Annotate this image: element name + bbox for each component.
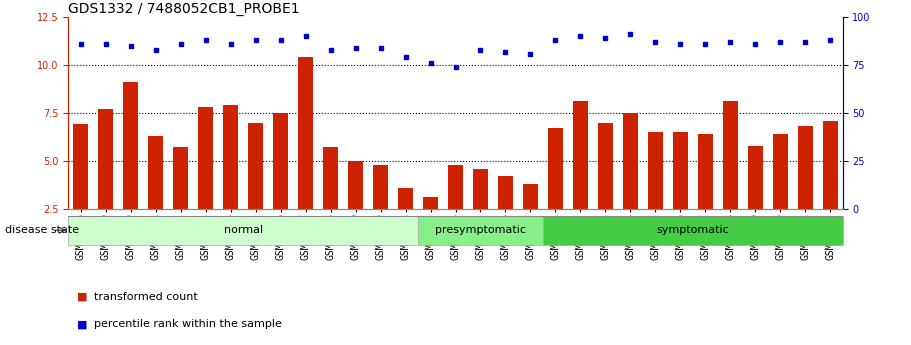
Bar	[298, 58, 313, 209]
Bar	[543, 216, 843, 245]
Bar	[73, 125, 88, 209]
Bar	[248, 122, 263, 209]
Bar	[523, 184, 537, 209]
Bar	[423, 197, 438, 209]
Bar	[698, 134, 712, 209]
Bar	[673, 132, 688, 209]
Bar	[623, 113, 638, 209]
Text: disease state: disease state	[5, 225, 78, 235]
Bar	[823, 121, 838, 209]
Bar	[598, 122, 613, 209]
Bar	[448, 165, 463, 209]
Bar	[398, 188, 413, 209]
Text: presymptomatic: presymptomatic	[435, 225, 526, 235]
Bar	[68, 216, 418, 245]
Bar	[348, 161, 363, 209]
Text: GDS1332 / 7488052CB1_PROBE1: GDS1332 / 7488052CB1_PROBE1	[68, 2, 300, 16]
Bar	[148, 136, 163, 209]
Bar	[573, 101, 588, 209]
Bar	[648, 132, 663, 209]
Bar	[548, 128, 563, 209]
Text: symptomatic: symptomatic	[657, 225, 729, 235]
Bar	[223, 105, 238, 209]
Bar	[374, 165, 388, 209]
Bar	[98, 109, 113, 209]
Bar	[773, 134, 788, 209]
Text: ■: ■	[77, 319, 88, 329]
Bar	[173, 147, 189, 209]
Bar	[473, 168, 488, 209]
Bar	[199, 107, 213, 209]
Bar	[722, 101, 738, 209]
Bar	[748, 146, 763, 209]
Bar	[498, 176, 513, 209]
Text: transformed count: transformed count	[94, 292, 198, 302]
Bar	[418, 216, 543, 245]
Bar	[123, 82, 138, 209]
Text: ■: ■	[77, 292, 88, 302]
Text: normal: normal	[223, 225, 262, 235]
Bar	[323, 147, 338, 209]
Bar	[798, 126, 813, 209]
Bar	[273, 113, 288, 209]
Text: percentile rank within the sample: percentile rank within the sample	[94, 319, 281, 329]
